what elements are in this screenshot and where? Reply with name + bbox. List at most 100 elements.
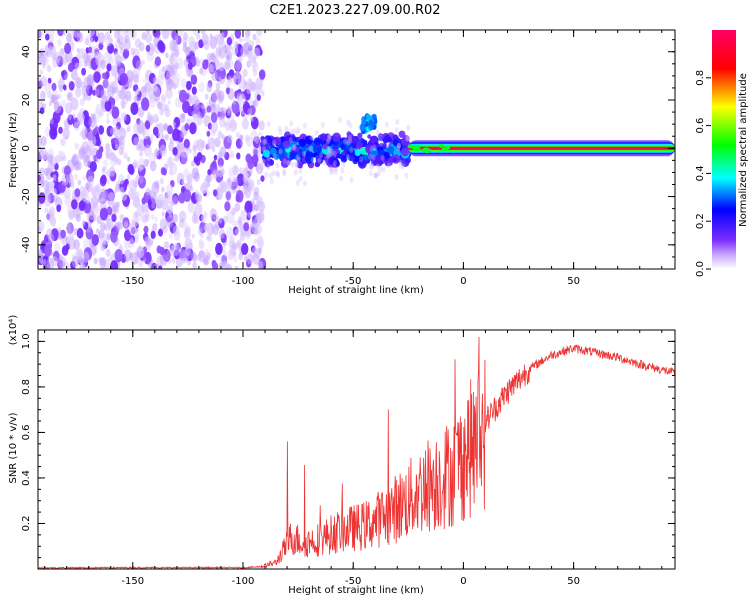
heatmap-cell [74, 88, 82, 98]
heatmap-cell [165, 201, 174, 214]
colorbar [712, 30, 736, 269]
heatmap-cell [296, 156, 301, 163]
heatmap-cell [216, 107, 225, 120]
heatmap-cell [206, 105, 212, 113]
heatmap-cell [239, 140, 244, 146]
spectrogram-y-label: Frequency (Hz) [8, 112, 19, 188]
heatmap-cell [229, 150, 235, 159]
heatmap-cell [214, 51, 219, 58]
heatmap-cell [373, 172, 378, 179]
heatmap-cell [232, 176, 239, 187]
heatmap-cell [349, 147, 354, 153]
heatmap-cell [159, 218, 168, 231]
heatmap-cell [235, 239, 243, 250]
heatmap-cell [54, 242, 61, 253]
heatmap-cell [123, 238, 131, 250]
heatmap-cell [138, 122, 145, 134]
heatmap-cell [97, 197, 101, 203]
heatmap-cell [163, 123, 168, 131]
heatmap-cell [57, 30, 64, 37]
spectrogram-y-tick-label: 40 [21, 45, 32, 58]
heatmap-cell [260, 90, 265, 97]
heatmap-cell [191, 110, 196, 117]
heatmap-cell [98, 109, 104, 118]
heatmap-cell [195, 191, 202, 202]
heatmap-cell [358, 142, 363, 148]
heatmap-cell [93, 257, 98, 265]
colorbar-label: Normalized spectral amplitude [738, 73, 749, 227]
heatmap-cell [75, 213, 81, 223]
heatmap-cell [256, 94, 261, 101]
heatmap-cell [81, 220, 86, 227]
heatmap-cell [119, 127, 127, 140]
spectrogram-y-tick-label: -20 [21, 188, 32, 204]
heatmap-cell [247, 211, 252, 218]
heatmap-cell [333, 150, 337, 157]
heatmap-cell [169, 162, 178, 175]
heatmap-cell [159, 253, 168, 266]
heatmap-cell [218, 181, 226, 194]
heatmap-cell [188, 35, 195, 47]
heatmap-cell [386, 162, 391, 169]
heatmap-cell [314, 129, 319, 136]
heatmap-cell [105, 234, 111, 241]
heatmap-cell [164, 134, 169, 141]
heatmap-cell [172, 213, 179, 223]
heatmap-cell [194, 202, 203, 216]
heatmap-cell [235, 60, 242, 71]
heatmap-cell [293, 146, 300, 153]
heatmap-cell [172, 83, 177, 90]
heatmap-cell [394, 126, 399, 133]
heatmap-cell [227, 249, 235, 261]
heatmap-cell [244, 187, 252, 199]
heatmap-cell [47, 161, 55, 174]
heatmap-cell [183, 58, 190, 67]
heatmap-cell [67, 236, 72, 244]
heatmap-cell [166, 215, 175, 228]
heatmap-cell [181, 113, 185, 119]
heatmap-cell [104, 95, 110, 103]
heatmap-cell [350, 136, 358, 144]
heatmap-cell [59, 136, 66, 147]
heatmap-cell [289, 129, 294, 136]
heatmap-cell [160, 186, 165, 193]
heatmap-cell [234, 202, 241, 212]
heatmap-cell [218, 76, 223, 83]
heatmap-cell [373, 172, 378, 179]
spectrogram-frame [37, 29, 676, 270]
heatmap-cell [239, 167, 244, 174]
heatmap-cell [114, 136, 122, 148]
heatmap-cell [289, 152, 296, 160]
heatmap-cell [257, 260, 264, 269]
heatmap-cell [314, 138, 321, 146]
heatmap-cell [381, 166, 386, 173]
heatmap-cell [53, 194, 59, 203]
heatmap-cell [141, 97, 150, 111]
heatmap-cell [397, 143, 403, 150]
heatmap-cell [102, 72, 107, 80]
heatmap-cell [395, 118, 400, 125]
heatmap-cell [70, 182, 75, 189]
heatmap-cell [94, 88, 100, 97]
heatmap-cell [211, 128, 216, 137]
heatmap-cell [78, 31, 83, 40]
heatmap-cell [214, 137, 221, 148]
heatmap-cell [70, 97, 79, 111]
heatmap-cell [408, 147, 675, 149]
heatmap-cell [206, 130, 211, 137]
heatmap-cell [384, 121, 389, 128]
heatmap-cell [207, 169, 212, 176]
heatmap-cell [258, 69, 266, 80]
heatmap-cell [172, 121, 176, 127]
heatmap-cell [310, 156, 315, 163]
spectrogram-marks [38, 30, 675, 269]
heatmap-cell [156, 245, 162, 254]
heatmap-cell [261, 158, 266, 165]
heatmap-cell [207, 233, 213, 242]
heatmap-cell [368, 119, 373, 126]
heatmap-cell [357, 132, 363, 139]
heatmap-cell [310, 134, 315, 141]
heatmap-cell [99, 257, 107, 269]
heatmap-cell [219, 146, 227, 158]
heatmap-cell [392, 157, 398, 163]
